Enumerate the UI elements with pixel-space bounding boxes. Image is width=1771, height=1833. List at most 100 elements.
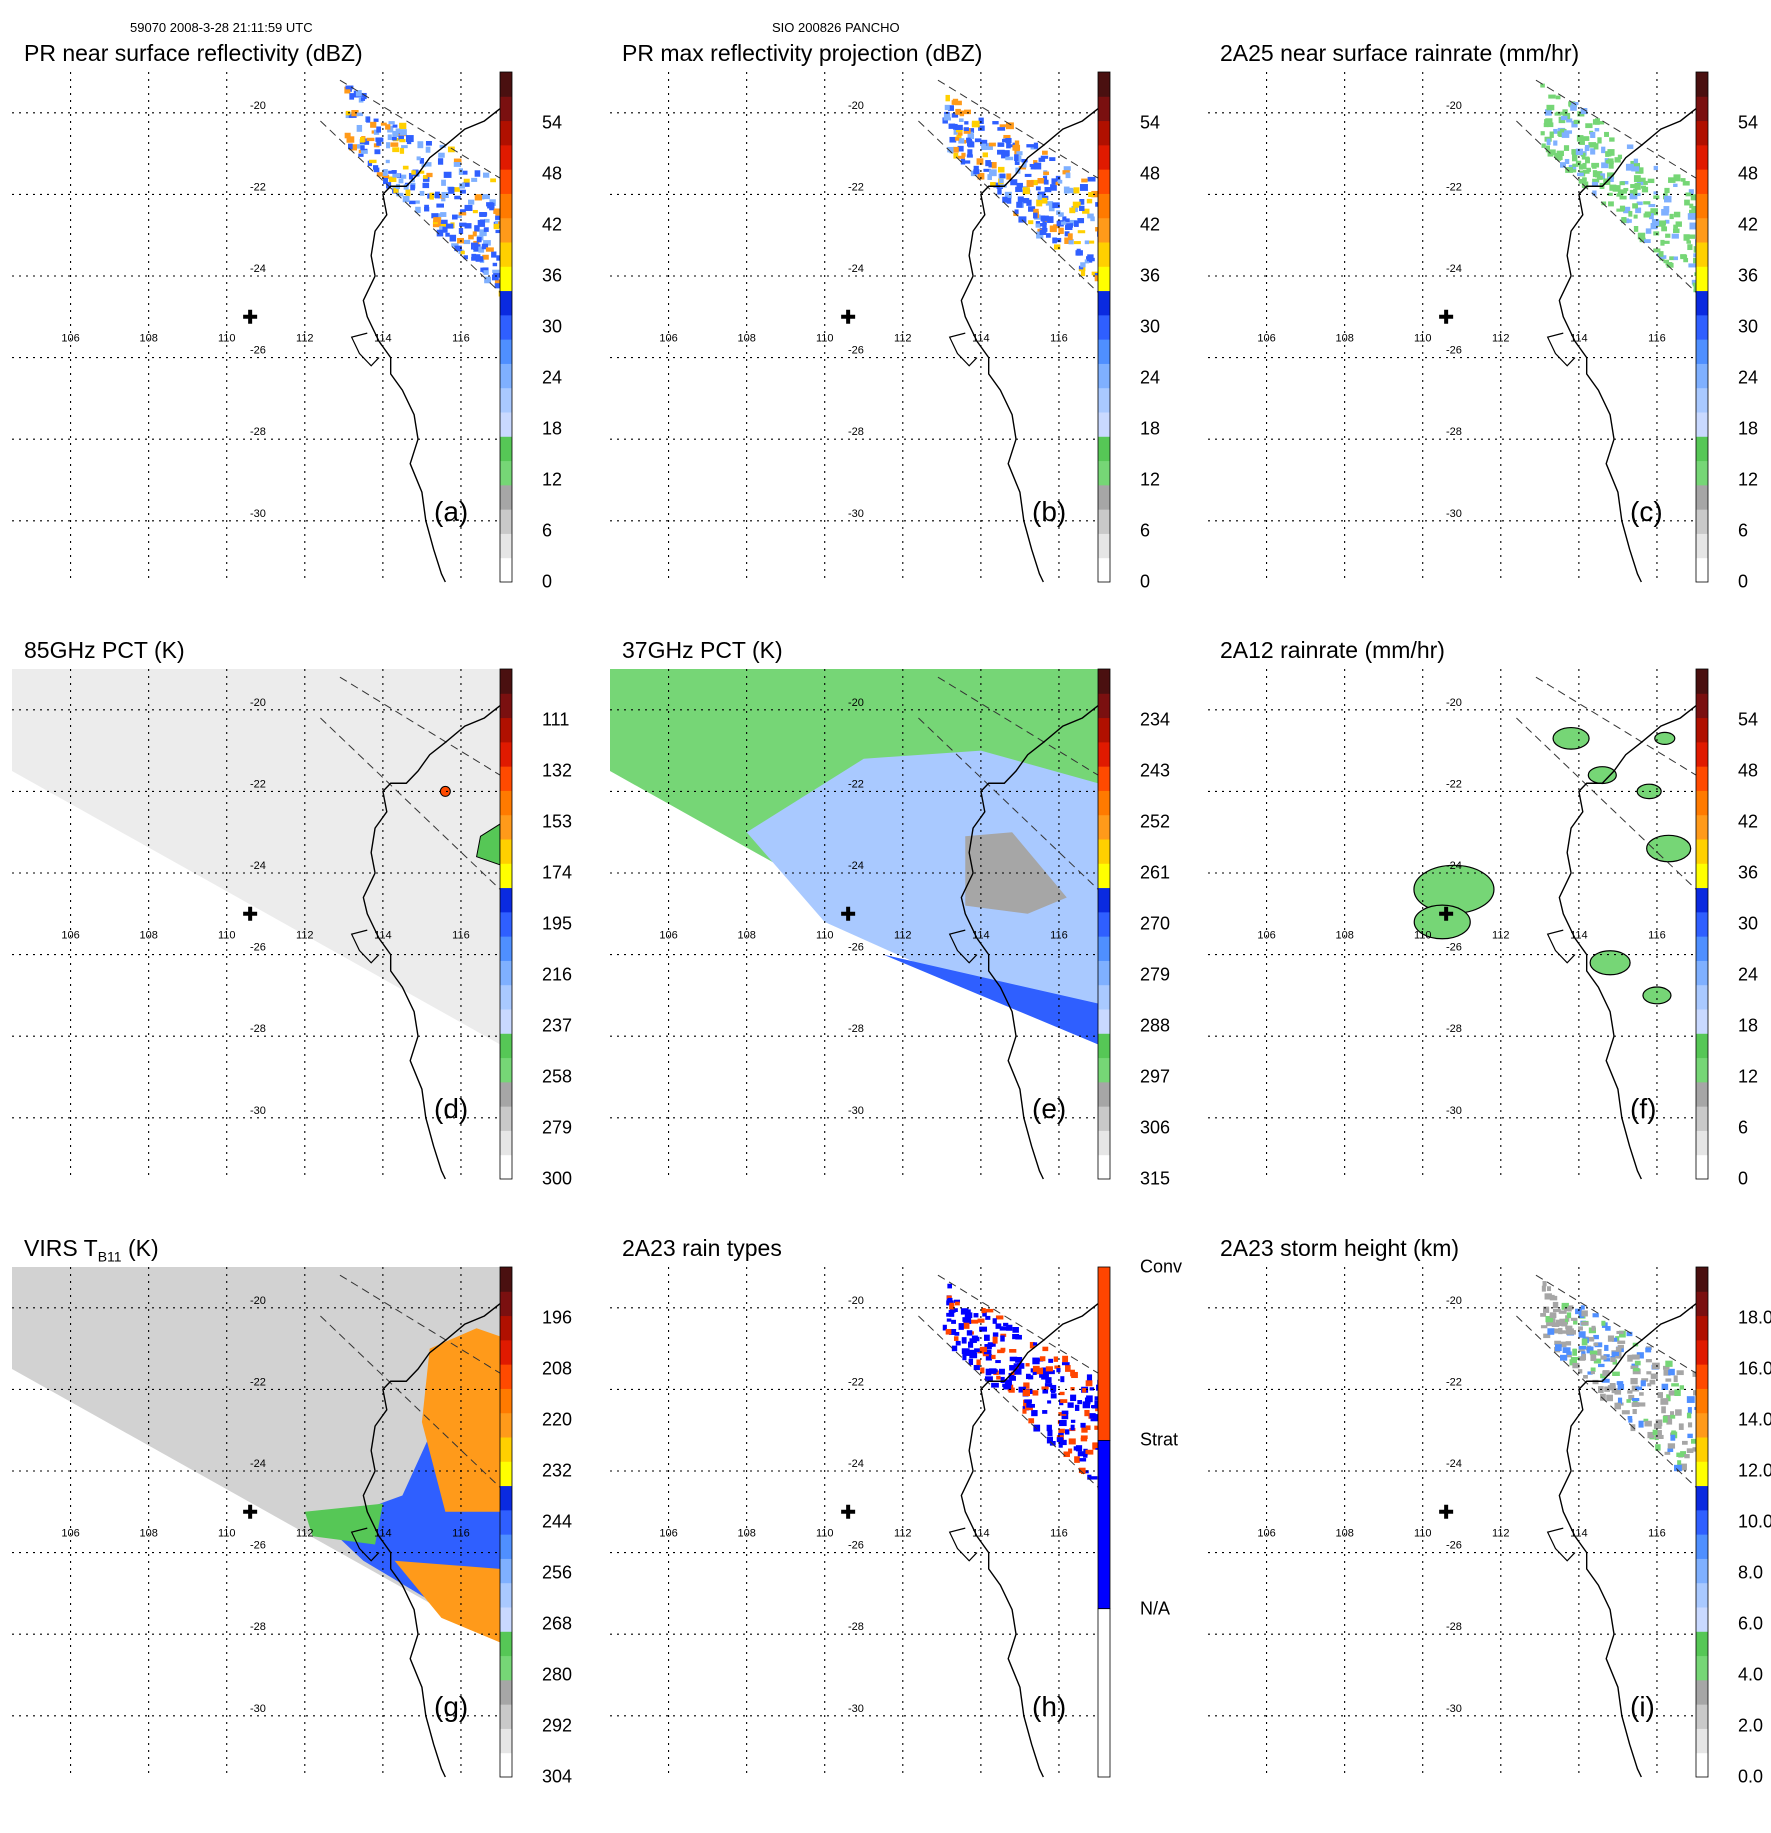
colorbar-a	[499, 71, 513, 583]
map-d: 106 108 110 112 114 116 -20 -22 -24 -26 -28 -30	[12, 668, 513, 1180]
map-g: 106 108 110 112 114 116 -20 -22 -24 -26 -28 -30	[12, 1266, 513, 1778]
panel-label: (d)	[434, 1093, 469, 1124]
lon-label: 116	[452, 1527, 470, 1539]
lat-label: -22	[1446, 778, 1462, 790]
colorbar-tick: 288	[1140, 1015, 1171, 1036]
colorbar-tick: 36	[1738, 265, 1759, 286]
field-h	[942, 1283, 1106, 1490]
lon-label: 106	[659, 929, 677, 941]
coastline	[1558, 705, 1697, 1180]
lon-label: 106	[61, 332, 79, 344]
panel-title: 2A23 rain types	[622, 1235, 782, 1261]
colorbar-tick: 42	[1140, 214, 1161, 235]
colorbar-tick: 243	[1140, 760, 1171, 781]
lat-label: -24	[1446, 1458, 1462, 1470]
lat-label: -24	[848, 860, 864, 872]
lon-label: 114	[374, 1527, 392, 1539]
field-f	[1413, 726, 1692, 1005]
colorbar-tick: 18	[1738, 1015, 1759, 1036]
lon-label: 110	[218, 332, 236, 344]
map-e: 106 108 110 112 114 116 -20 -22 -24 -26 -28 -30	[610, 668, 1111, 1180]
storm-center-marker	[243, 906, 258, 921]
pr-swath-edges	[1516, 1274, 1697, 1488]
lat-label: -26	[1446, 942, 1462, 954]
lat-label: -30	[1446, 1105, 1462, 1117]
pr-swath-edges	[1516, 79, 1697, 293]
lon-label: 114	[972, 1527, 990, 1539]
colorbar-tick: 196	[542, 1307, 573, 1328]
colorbar-tick: 256	[542, 1562, 573, 1583]
lat-label: -30	[1446, 508, 1462, 520]
colorbar-tick: 268	[542, 1613, 573, 1634]
pr-swath-edges	[918, 79, 1099, 293]
lon-label: 112	[1492, 1527, 1510, 1539]
pr-swath-edges	[918, 676, 1099, 890]
colorbar-tick: Strat	[1140, 1429, 1179, 1450]
colorbar-tick: 4.0	[1738, 1664, 1764, 1685]
shark-bay-coast	[948, 929, 978, 964]
lat-label: -28	[848, 426, 864, 438]
colorbar-tick: 16.0	[1738, 1358, 1771, 1379]
lat-label: -30	[848, 1105, 864, 1117]
lat-label: -22	[250, 181, 266, 193]
field-i	[1540, 1281, 1703, 1472]
coastline	[362, 705, 501, 1180]
lon-label: 108	[737, 1527, 755, 1539]
field-b	[942, 94, 1103, 282]
storm-header: SIO 200826 PANCHO	[772, 20, 900, 35]
lon-label: 106	[61, 929, 79, 941]
shark-bay-coast	[948, 1527, 978, 1562]
lat-label: -26	[250, 942, 266, 954]
colorbar-tick: 220	[542, 1409, 573, 1430]
colorbar-tick: 252	[1140, 811, 1171, 832]
colorbar-tick: 6	[1738, 520, 1749, 541]
lon-label: 114	[1570, 929, 1588, 941]
colorbar-tick: 280	[542, 1664, 573, 1685]
lon-label: 112	[296, 332, 314, 344]
lat-label: -26	[250, 345, 266, 357]
colorbar-tick: 36	[1738, 862, 1759, 883]
colorbar-tick: 54	[1738, 112, 1759, 133]
colorbar-tick: 6.0	[1738, 1613, 1764, 1634]
colorbar-tick: 297	[1140, 1066, 1171, 1087]
lon-label: 108	[737, 929, 755, 941]
colorbar-tick: 12	[1738, 1066, 1759, 1087]
lat-label: -28	[250, 1621, 266, 1633]
shark-bay-coast	[1546, 1527, 1576, 1562]
colorbar-tick: 48	[1140, 163, 1161, 184]
map-i: 106 108 110 112 114 116 -20 -22 -24 -26 -28 -30	[1208, 1266, 1709, 1778]
lat-label: -20	[848, 1295, 864, 1307]
colorbar-tick: 153	[542, 811, 573, 832]
coastline	[362, 108, 501, 583]
panel-g: 106 108 110 112 114 116 -20 -22 -24 -26 -28 -30 VIRS…	[0, 1233, 590, 1833]
colorbar-tick: 12	[542, 469, 563, 490]
storm-center-marker	[1439, 309, 1454, 324]
lat-label: -30	[250, 1105, 266, 1117]
colorbar-tick: 216	[542, 964, 573, 985]
map-h: 106 108 110 112 114 116 -20 -22 -24 -26 -28 -30	[610, 1266, 1111, 1778]
lon-label: 106	[61, 1527, 79, 1539]
lon-label: 106	[659, 332, 677, 344]
colorbar-tick: 6	[1140, 520, 1151, 541]
panel-label: (e)	[1032, 1093, 1067, 1124]
colorbar-tick: 0	[1738, 571, 1749, 592]
lat-label: -26	[250, 1540, 266, 1552]
lat-label: -28	[1446, 426, 1462, 438]
colorbar-tick: 14.0	[1738, 1409, 1771, 1430]
lat-label: -24	[1446, 860, 1462, 872]
lon-label: 106	[1257, 929, 1275, 941]
lat-label: -30	[250, 1703, 266, 1715]
panel-title: 2A23 storm height (km)	[1220, 1235, 1460, 1261]
pr-swath-edges	[918, 1274, 1099, 1488]
lat-label: -30	[250, 508, 266, 520]
lon-label: 106	[1257, 332, 1275, 344]
colorbar-tick: 0	[542, 571, 553, 592]
colorbar-tick: 234	[1140, 709, 1171, 730]
lon-label: 116	[1648, 929, 1666, 941]
lat-label: -22	[250, 778, 266, 790]
storm-center-marker	[1439, 1504, 1454, 1519]
panel-i: 106 108 110 112 114 116 -20 -22 -24 -26 -28 -30 2A23…	[1196, 1233, 1771, 1833]
colorbar-tick: 6	[1738, 1117, 1749, 1138]
panel-a: 106 108 110 112 114 116 -20 -22 -24 -26 -28 -30 PR n…	[0, 38, 590, 638]
lon-label: 110	[218, 1527, 236, 1539]
